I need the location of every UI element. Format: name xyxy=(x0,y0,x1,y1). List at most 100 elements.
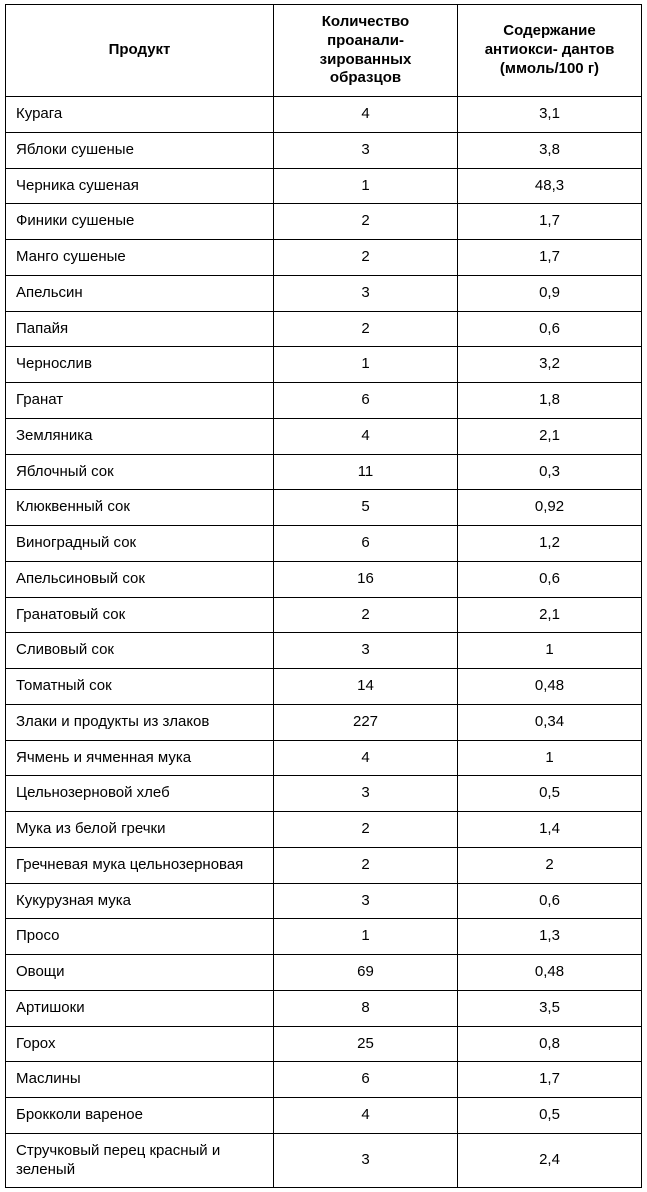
cell-antioxidant: 1,7 xyxy=(458,240,642,276)
cell-product: Маслины xyxy=(6,1062,274,1098)
cell-antioxidant: 0,34 xyxy=(458,704,642,740)
cell-product: Курага xyxy=(6,97,274,133)
cell-product: Овощи xyxy=(6,955,274,991)
table-row: Сливовый сок31 xyxy=(6,633,642,669)
cell-samples: 16 xyxy=(274,561,458,597)
table-row: Кукурузная мука30,6 xyxy=(6,883,642,919)
cell-antioxidant: 48,3 xyxy=(458,168,642,204)
cell-antioxidant: 1,3 xyxy=(458,919,642,955)
cell-antioxidant: 0,6 xyxy=(458,561,642,597)
table-head: Продукт Количество проанали- зированных … xyxy=(6,5,642,97)
cell-product: Кукурузная мука xyxy=(6,883,274,919)
cell-samples: 4 xyxy=(274,418,458,454)
cell-samples: 69 xyxy=(274,955,458,991)
cell-samples: 3 xyxy=(274,1133,458,1188)
cell-antioxidant: 3,2 xyxy=(458,347,642,383)
col-header-product: Продукт xyxy=(6,5,274,97)
cell-antioxidant: 0,48 xyxy=(458,669,642,705)
cell-product: Яблоки сушеные xyxy=(6,132,274,168)
cell-product: Мука из белой гречки xyxy=(6,812,274,848)
cell-samples: 2 xyxy=(274,597,458,633)
cell-product: Артишоки xyxy=(6,990,274,1026)
cell-samples: 14 xyxy=(274,669,458,705)
cell-product: Гранатовый сок xyxy=(6,597,274,633)
cell-samples: 25 xyxy=(274,1026,458,1062)
cell-product: Клюквенный сок xyxy=(6,490,274,526)
cell-antioxidant: 2,1 xyxy=(458,418,642,454)
cell-antioxidant: 2 xyxy=(458,847,642,883)
cell-samples: 2 xyxy=(274,847,458,883)
table-row: Гречневая мука цельнозерновая22 xyxy=(6,847,642,883)
cell-product: Злаки и продукты из злаков xyxy=(6,704,274,740)
cell-samples: 4 xyxy=(274,1098,458,1134)
table-row: Апельсиновый сок160,6 xyxy=(6,561,642,597)
table-row: Гранат61,8 xyxy=(6,383,642,419)
cell-product: Сливовый сок xyxy=(6,633,274,669)
table-row: Маслины61,7 xyxy=(6,1062,642,1098)
cell-antioxidant: 0,5 xyxy=(458,1098,642,1134)
cell-antioxidant: 1,7 xyxy=(458,204,642,240)
table-row: Томатный сок140,48 xyxy=(6,669,642,705)
cell-product: Гранат xyxy=(6,383,274,419)
cell-samples: 3 xyxy=(274,633,458,669)
cell-samples: 6 xyxy=(274,1062,458,1098)
cell-samples: 3 xyxy=(274,776,458,812)
cell-antioxidant: 0,92 xyxy=(458,490,642,526)
cell-product: Апельсин xyxy=(6,275,274,311)
cell-samples: 3 xyxy=(274,883,458,919)
cell-antioxidant: 1 xyxy=(458,633,642,669)
cell-samples: 2 xyxy=(274,240,458,276)
cell-product: Чернослив xyxy=(6,347,274,383)
cell-samples: 2 xyxy=(274,311,458,347)
table-row: Яблоки сушеные33,8 xyxy=(6,132,642,168)
cell-product: Цельнозерновой хлеб xyxy=(6,776,274,812)
cell-samples: 6 xyxy=(274,383,458,419)
table-row: Курага43,1 xyxy=(6,97,642,133)
cell-product: Черника сушеная xyxy=(6,168,274,204)
cell-antioxidant: 2,4 xyxy=(458,1133,642,1188)
cell-product: Стручковый перец красный и зеленый xyxy=(6,1133,274,1188)
table-header-row: Продукт Количество проанали- зированных … xyxy=(6,5,642,97)
cell-product: Финики сушеные xyxy=(6,204,274,240)
table-row: Клюквенный сок50,92 xyxy=(6,490,642,526)
table-row: Апельсин30,9 xyxy=(6,275,642,311)
table-row: Просо11,3 xyxy=(6,919,642,955)
cell-antioxidant: 1,7 xyxy=(458,1062,642,1098)
cell-product: Горох xyxy=(6,1026,274,1062)
cell-product: Манго сушеные xyxy=(6,240,274,276)
table-row: Гранатовый сок22,1 xyxy=(6,597,642,633)
table-row: Манго сушеные21,7 xyxy=(6,240,642,276)
cell-antioxidant: 0,6 xyxy=(458,311,642,347)
table-row: Чернослив13,2 xyxy=(6,347,642,383)
cell-antioxidant: 1,8 xyxy=(458,383,642,419)
table-row: Стручковый перец красный и зеленый32,4 xyxy=(6,1133,642,1188)
cell-product: Папайя xyxy=(6,311,274,347)
cell-product: Просо xyxy=(6,919,274,955)
cell-samples: 1 xyxy=(274,168,458,204)
cell-samples: 2 xyxy=(274,204,458,240)
table-row: Мука из белой гречки21,4 xyxy=(6,812,642,848)
col-header-samples: Количество проанали- зированных образцов xyxy=(274,5,458,97)
table-row: Яблочный сок110,3 xyxy=(6,454,642,490)
cell-samples: 4 xyxy=(274,740,458,776)
cell-antioxidant: 1,2 xyxy=(458,526,642,562)
table-row: Овощи690,48 xyxy=(6,955,642,991)
cell-antioxidant: 0,8 xyxy=(458,1026,642,1062)
table-row: Земляника42,1 xyxy=(6,418,642,454)
cell-product: Гречневая мука цельнозерновая xyxy=(6,847,274,883)
table-row: Горох250,8 xyxy=(6,1026,642,1062)
table-row: Папайя20,6 xyxy=(6,311,642,347)
cell-antioxidant: 0,6 xyxy=(458,883,642,919)
cell-product: Ячмень и ячменная мука xyxy=(6,740,274,776)
cell-product: Томатный сок xyxy=(6,669,274,705)
table-row: Брокколи вареное40,5 xyxy=(6,1098,642,1134)
cell-samples: 1 xyxy=(274,919,458,955)
cell-product: Виноградный сок xyxy=(6,526,274,562)
cell-antioxidant: 0,5 xyxy=(458,776,642,812)
table-row: Черника сушеная148,3 xyxy=(6,168,642,204)
cell-samples: 8 xyxy=(274,990,458,1026)
cell-samples: 11 xyxy=(274,454,458,490)
antioxidant-table: Продукт Количество проанали- зированных … xyxy=(5,4,642,1188)
table-row: Ячмень и ячменная мука41 xyxy=(6,740,642,776)
table-row: Финики сушеные21,7 xyxy=(6,204,642,240)
